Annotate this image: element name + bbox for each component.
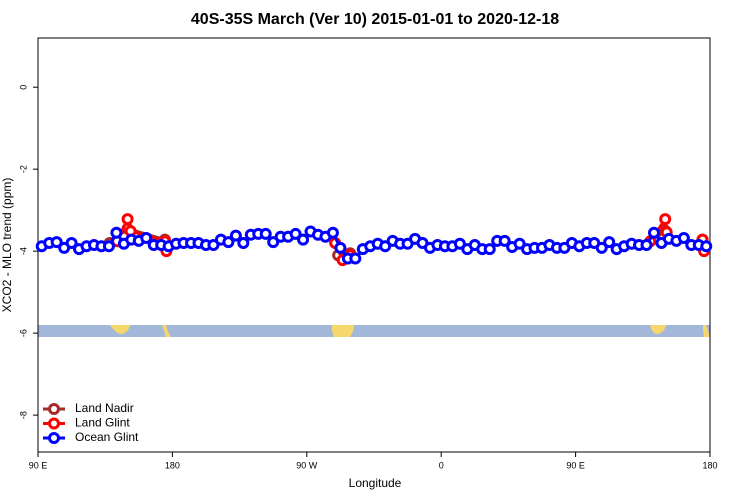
data-point [659, 213, 672, 226]
data-point [297, 233, 310, 246]
y-tick-label: -6 [18, 329, 28, 337]
data-point [483, 243, 496, 256]
data-point [603, 236, 616, 249]
data-point [513, 237, 526, 250]
data-point [349, 252, 362, 265]
data-point [121, 213, 134, 226]
data-point [229, 229, 242, 242]
data-point [50, 236, 63, 249]
data-point [289, 227, 302, 240]
land-blob [162, 325, 171, 337]
land-mask [38, 325, 710, 337]
ocean-strip [38, 325, 710, 337]
legend-label: Land Glint [75, 416, 130, 430]
data-point [648, 226, 660, 239]
y-axis-label: XCO2 - MLO trend (ppm) [0, 178, 14, 313]
data-point [700, 240, 713, 253]
legend-label: Ocean Glint [75, 430, 139, 444]
x-tick-label: 90 E [566, 460, 585, 470]
x-tick-label: 90 E [29, 460, 48, 470]
data-point [334, 241, 347, 254]
data-point [222, 236, 235, 249]
legend-swatch-marker [48, 403, 60, 415]
data-point [379, 240, 392, 253]
data-point [498, 234, 511, 247]
data-point [267, 236, 280, 249]
data-point [259, 227, 272, 240]
data-point [140, 232, 153, 245]
data-point [237, 236, 250, 249]
land-blob [331, 325, 354, 337]
x-tick-label: 0 [439, 460, 444, 470]
legend-swatch-marker [48, 432, 60, 444]
chart-title: 40S-35S March (Ver 10) 2015-01-01 to 202… [191, 11, 559, 28]
x-tick-label: 180 [165, 460, 180, 470]
legend-swatch-marker [48, 417, 60, 430]
data-point [65, 236, 78, 249]
land-blob [703, 325, 710, 337]
data-point [640, 239, 653, 251]
x-axis-label: Longitude [349, 476, 402, 490]
land-blob [110, 325, 130, 334]
y-tick-label: 0 [18, 85, 28, 90]
data-point [677, 232, 690, 245]
data-point [595, 241, 608, 254]
y-tick-label: -8 [18, 411, 28, 419]
y-tick-label: -2 [18, 165, 28, 173]
data-point [207, 239, 220, 251]
land-blob [650, 325, 666, 334]
x-tick-label: 90 W [296, 460, 318, 470]
data-point [110, 226, 123, 239]
legend-label: Land Nadir [75, 401, 134, 415]
data-point [453, 237, 466, 250]
x-tick-label: 180 [702, 460, 717, 470]
y-tick-label: -4 [18, 247, 28, 255]
data-point [102, 240, 115, 253]
data-point [326, 226, 339, 239]
